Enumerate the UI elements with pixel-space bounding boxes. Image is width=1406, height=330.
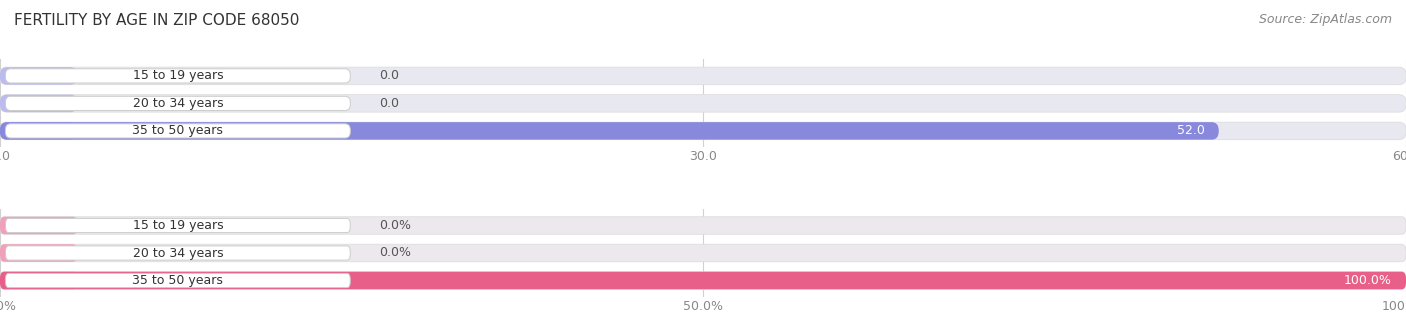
FancyBboxPatch shape — [6, 96, 350, 111]
Text: FERTILITY BY AGE IN ZIP CODE 68050: FERTILITY BY AGE IN ZIP CODE 68050 — [14, 13, 299, 28]
FancyBboxPatch shape — [0, 217, 77, 234]
FancyBboxPatch shape — [0, 95, 1406, 112]
FancyBboxPatch shape — [0, 244, 1406, 262]
FancyBboxPatch shape — [6, 69, 350, 83]
FancyBboxPatch shape — [0, 244, 77, 262]
FancyBboxPatch shape — [6, 124, 350, 138]
Text: 100.0%: 100.0% — [1344, 274, 1392, 287]
FancyBboxPatch shape — [0, 217, 1406, 234]
FancyBboxPatch shape — [6, 246, 350, 260]
Text: 0.0: 0.0 — [380, 97, 399, 110]
FancyBboxPatch shape — [0, 122, 1219, 140]
Text: 0.0%: 0.0% — [380, 247, 412, 259]
FancyBboxPatch shape — [0, 95, 77, 112]
Text: 35 to 50 years: 35 to 50 years — [132, 274, 224, 287]
Text: 15 to 19 years: 15 to 19 years — [132, 69, 224, 82]
FancyBboxPatch shape — [6, 273, 350, 287]
FancyBboxPatch shape — [0, 272, 1406, 289]
FancyBboxPatch shape — [0, 272, 77, 289]
Text: 0.0%: 0.0% — [380, 219, 412, 232]
FancyBboxPatch shape — [0, 122, 1406, 140]
FancyBboxPatch shape — [0, 67, 77, 85]
FancyBboxPatch shape — [0, 272, 1406, 289]
FancyBboxPatch shape — [6, 218, 350, 233]
Text: 35 to 50 years: 35 to 50 years — [132, 124, 224, 137]
Text: 20 to 34 years: 20 to 34 years — [132, 247, 224, 259]
FancyBboxPatch shape — [0, 67, 1406, 85]
Text: 15 to 19 years: 15 to 19 years — [132, 219, 224, 232]
FancyBboxPatch shape — [0, 122, 77, 140]
Text: 20 to 34 years: 20 to 34 years — [132, 97, 224, 110]
Text: Source: ZipAtlas.com: Source: ZipAtlas.com — [1258, 13, 1392, 26]
Text: 0.0: 0.0 — [380, 69, 399, 82]
Text: 52.0: 52.0 — [1177, 124, 1205, 137]
